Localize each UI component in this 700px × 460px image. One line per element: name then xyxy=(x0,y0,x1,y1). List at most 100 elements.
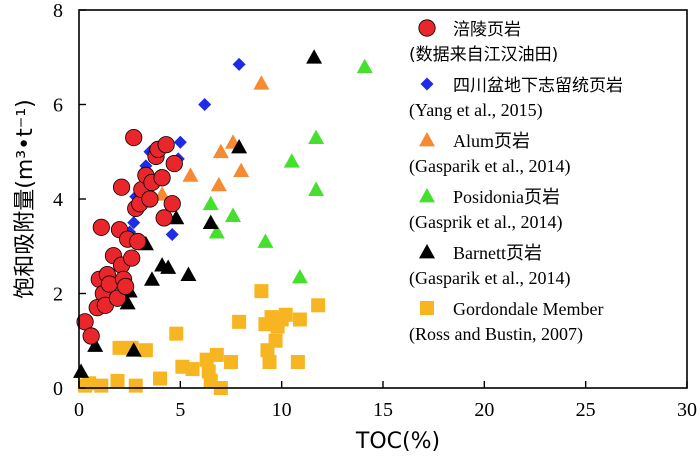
legend: 涪陵页岩 (数据来自江汉油田) 四川盆地下志留统页岩 (Yang et al., 20… xyxy=(409,19,623,345)
data-point xyxy=(157,136,175,154)
data-point xyxy=(224,355,238,370)
y-tick-label: 0 xyxy=(53,378,63,400)
legend-entry: 涪陵页岩 (数据来自江汉油田) xyxy=(409,19,558,65)
legend-source: (Gasparik et al., 2014) xyxy=(409,156,570,177)
legend-entry: Alum页岩 (Gasparik et al., 2014) xyxy=(409,131,570,177)
data-point xyxy=(283,153,300,168)
data-point xyxy=(212,143,229,159)
legend-marker xyxy=(420,301,434,315)
data-point xyxy=(210,176,227,192)
x-tick-label: 0 xyxy=(74,399,84,421)
data-point xyxy=(123,249,141,267)
legend-entry: Posidonia页岩 (Gasprik et al., 2014) xyxy=(409,187,562,233)
data-point xyxy=(209,347,224,362)
data-point xyxy=(202,214,219,230)
data-point xyxy=(125,128,143,147)
data-point xyxy=(112,178,131,196)
legend-marker xyxy=(418,19,436,37)
x-axis-title: TOC(%) xyxy=(355,429,440,454)
x-tick-label: 30 xyxy=(677,399,697,421)
series-0 xyxy=(76,128,183,345)
y-tick-label: 6 xyxy=(53,95,63,117)
y-axis-title: 饱和吸附量(m³•t⁻¹) xyxy=(13,99,38,298)
data-point xyxy=(254,284,269,299)
legend-marker xyxy=(419,188,435,203)
data-point xyxy=(119,294,136,310)
legend-source: (Yang et al., 2015) xyxy=(409,100,543,121)
data-point xyxy=(308,181,325,196)
data-point xyxy=(290,355,305,370)
series-5 xyxy=(78,284,326,395)
data-point xyxy=(232,57,246,71)
legend-source: (Ross and Bustin, 2007) xyxy=(409,324,583,345)
data-point xyxy=(127,216,141,230)
legend-source: (Gasparik et al., 2014) xyxy=(409,268,570,289)
data-point xyxy=(92,218,110,236)
data-point xyxy=(231,139,248,154)
data-point xyxy=(155,209,173,227)
plot-area xyxy=(73,49,373,395)
legend-source: (Gasprik et al., 2014) xyxy=(409,212,562,233)
data-point xyxy=(94,378,109,393)
data-point xyxy=(173,135,187,149)
data-point xyxy=(110,373,125,388)
legend-marker xyxy=(419,244,435,259)
data-point xyxy=(153,169,171,187)
legend-entry: 四川盆地下志留统页岩 (Yang et al., 2015) xyxy=(409,76,623,121)
legend-label: 四川盆地下志留统页岩 xyxy=(453,76,623,96)
data-point xyxy=(185,362,200,377)
data-point xyxy=(125,342,142,357)
data-point xyxy=(138,343,153,358)
data-point xyxy=(112,340,127,355)
x-tick-label: 25 xyxy=(576,399,596,421)
data-point xyxy=(108,289,127,307)
data-point xyxy=(232,314,247,329)
data-point xyxy=(278,307,293,322)
x-tick-label: 5 xyxy=(175,399,185,421)
data-point xyxy=(233,162,250,178)
legend-label: Gordondale Member xyxy=(453,299,603,319)
data-point xyxy=(308,129,325,144)
data-point xyxy=(311,298,326,313)
data-point xyxy=(225,207,242,222)
data-point xyxy=(129,232,147,251)
data-point xyxy=(165,227,179,241)
series-3 xyxy=(202,58,373,284)
data-point xyxy=(128,378,143,393)
data-point xyxy=(82,327,100,345)
data-point xyxy=(160,259,177,274)
legend-label: Alum页岩 xyxy=(453,131,530,151)
legend-label: Barnett页岩 xyxy=(453,243,542,263)
data-point xyxy=(202,195,219,211)
data-point xyxy=(143,271,160,286)
data-point xyxy=(292,312,307,327)
legend-label: Posidonia页岩 xyxy=(453,187,560,207)
y-tick-label: 8 xyxy=(53,0,63,22)
data-point xyxy=(208,224,225,239)
legend-label: 涪陵页岩 xyxy=(453,20,521,40)
data-point xyxy=(291,268,308,284)
data-point xyxy=(153,371,168,386)
data-point xyxy=(262,355,277,370)
data-point xyxy=(198,98,212,111)
x-tick-label: 20 xyxy=(474,399,494,421)
series-4 xyxy=(73,49,323,378)
data-point xyxy=(268,333,283,348)
data-point xyxy=(117,277,135,296)
data-point xyxy=(82,376,97,391)
data-point xyxy=(253,75,270,90)
legend-marker xyxy=(419,132,435,147)
x-tick-label: 10 xyxy=(272,399,292,421)
data-point xyxy=(168,209,185,225)
legend-entry: Gordondale Member (Ross and Bustin, 2007) xyxy=(409,299,603,345)
data-point xyxy=(163,195,181,213)
data-point xyxy=(165,154,183,173)
legend-entry: Barnett页岩 (Gasparik et al., 2014) xyxy=(409,243,570,289)
legend-marker xyxy=(420,77,434,91)
data-point xyxy=(306,49,323,64)
data-point xyxy=(87,337,104,352)
data-point xyxy=(182,167,199,182)
data-point xyxy=(180,266,197,281)
x-tick-label: 15 xyxy=(373,399,393,421)
